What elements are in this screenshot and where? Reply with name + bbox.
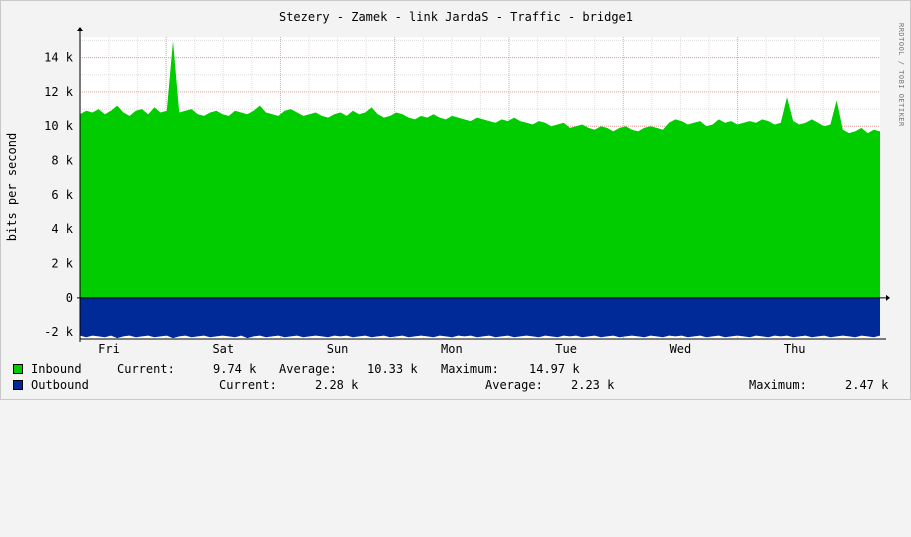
outbound-name: Outbound xyxy=(31,378,89,392)
y-tick-label: 0 xyxy=(66,291,73,305)
y-axis-label: bits per second xyxy=(5,133,19,241)
y-tick-label: 2 k xyxy=(51,257,73,271)
x-tick-label: Tue xyxy=(555,342,577,356)
legend: Inbound Current: 9.74 k Average: 10.33 k… xyxy=(13,361,899,393)
outbound-current-value: 2.28 k xyxy=(315,378,359,392)
outbound-average-label: Average: xyxy=(485,378,543,392)
y-tick-label: 8 k xyxy=(51,154,73,168)
y-tick-label: 4 k xyxy=(51,222,73,236)
inbound-current-value: 9.74 k xyxy=(213,362,257,376)
y-tick-labels: 14 k 12 k 10 k 8 k 6 k 4 k 2 k 0 -2 k xyxy=(44,51,74,340)
inbound-swatch xyxy=(13,364,23,374)
outbound-area xyxy=(80,297,880,339)
x-tick-label: Sat xyxy=(212,342,234,356)
data-areas xyxy=(80,40,880,339)
legend-row-inbound: Inbound Current: 9.74 k Average: 10.33 k… xyxy=(13,361,899,377)
inbound-maximum-value: 14.97 k xyxy=(529,362,580,376)
outbound-swatch xyxy=(13,380,23,390)
y-tick-label: 14 k xyxy=(44,51,74,65)
outbound-average-value: 2.23 k xyxy=(571,378,615,392)
x-tick-label: Wed xyxy=(670,342,692,356)
inbound-name: Inbound xyxy=(31,362,82,376)
outbound-maximum-value: 2.47 k xyxy=(845,378,889,392)
traffic-chart: Stezery - Zamek - link JardaS - Traffic … xyxy=(5,10,905,356)
inbound-maximum-label: Maximum: xyxy=(441,362,499,376)
x-tick-label: Mon xyxy=(441,342,463,356)
legend-row-outbound: Outbound Current: 2.28 k Average: 2.23 k… xyxy=(13,377,899,393)
x-tick-label: Thu xyxy=(784,342,806,356)
y-tick-label: -2 k xyxy=(44,325,74,339)
y-tick-label: 10 k xyxy=(44,119,74,133)
y-tick-label: 6 k xyxy=(51,188,73,202)
y-axis-arrow xyxy=(77,27,83,31)
inbound-area xyxy=(80,40,880,298)
chart-title: Stezery - Zamek - link JardaS - Traffic … xyxy=(279,10,633,24)
graph-frame: Stezery - Zamek - link JardaS - Traffic … xyxy=(0,0,911,400)
axes xyxy=(77,27,890,342)
outbound-current-label: Current: xyxy=(219,378,277,392)
x-tick-label: Sun xyxy=(327,342,349,356)
inbound-average-value: 10.33 k xyxy=(367,362,418,376)
x-tick-label: Fri xyxy=(98,342,120,356)
y-tick-label: 12 k xyxy=(44,85,74,99)
inbound-average-label: Average: xyxy=(279,362,337,376)
watermark: RRDTOOL / TOBI OETIKER xyxy=(897,23,905,127)
x-axis-arrow xyxy=(886,294,890,301)
outbound-maximum-label: Maximum: xyxy=(749,378,807,392)
x-tick-labels: Fri Sat Sun Mon Tue Wed Thu xyxy=(98,342,805,356)
inbound-current-label: Current: xyxy=(117,362,175,376)
